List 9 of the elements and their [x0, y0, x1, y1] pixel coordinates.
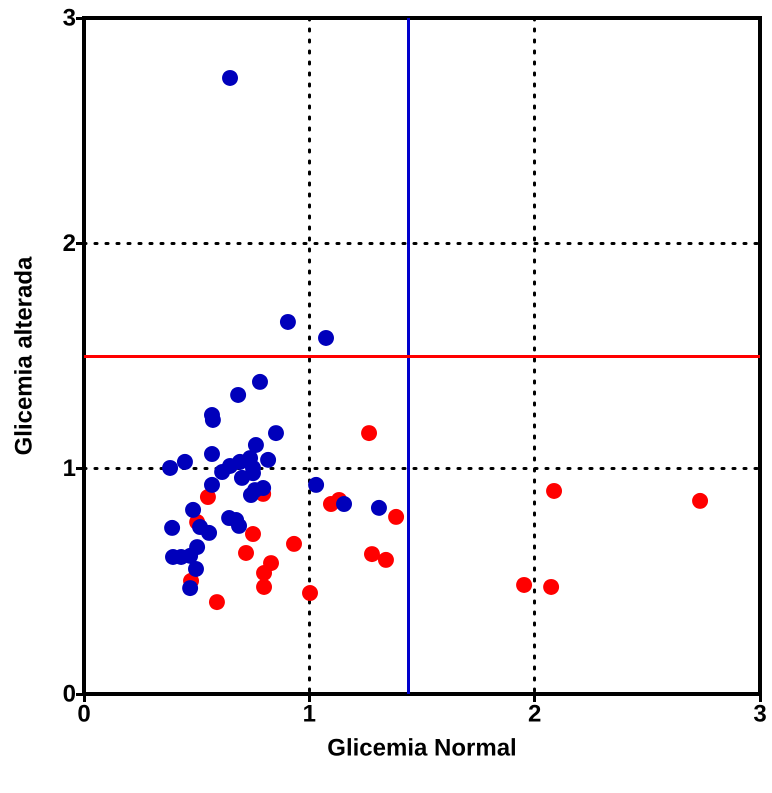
y-axis-title: Glicemia alterada	[10, 256, 38, 456]
x-tick-label: 3	[753, 700, 767, 728]
y-tick-label: 0	[62, 680, 76, 708]
x-tick-label: 1	[302, 700, 316, 728]
y-tick-label: 1	[62, 455, 76, 482]
y-tick-label: 3	[62, 4, 76, 32]
x-axis-title: Glicemia Normal	[327, 734, 517, 762]
y-tick-label: 2	[62, 230, 76, 257]
x-tick-label: 2	[528, 700, 542, 728]
